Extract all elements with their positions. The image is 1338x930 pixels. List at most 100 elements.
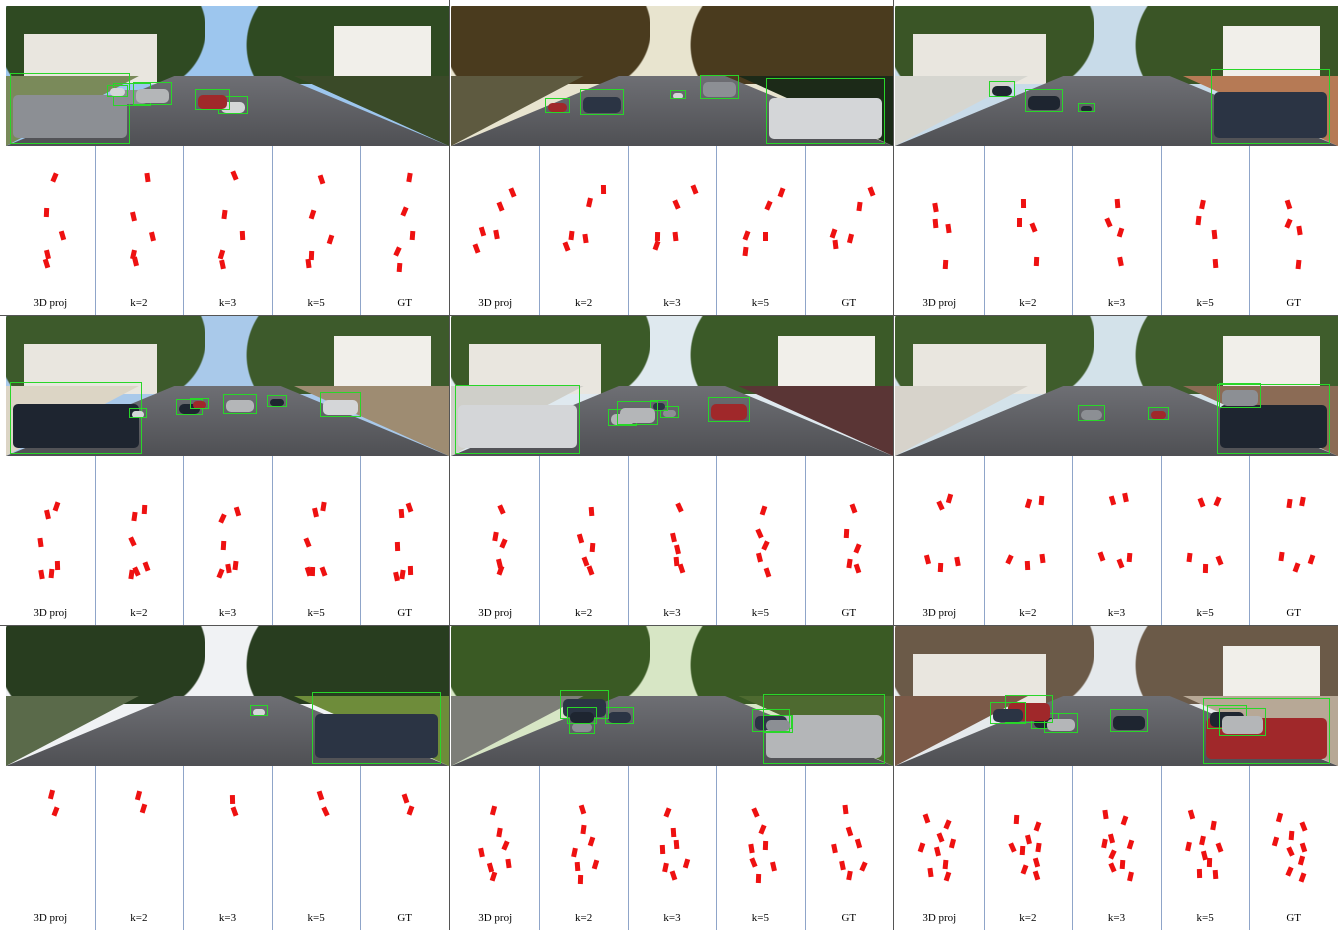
bev-car-marker xyxy=(42,258,50,269)
bev-car-marker xyxy=(682,858,691,869)
car xyxy=(136,88,169,103)
car xyxy=(109,88,125,97)
bev-car-marker xyxy=(577,533,585,544)
bev-car-marker xyxy=(1211,229,1218,239)
bev-car-marker xyxy=(763,567,772,578)
bev-car-marker xyxy=(917,841,926,853)
panel-separator xyxy=(804,766,806,930)
bev-car-marker xyxy=(220,540,227,551)
bev-car-marker xyxy=(216,567,225,579)
car xyxy=(570,711,594,723)
bev-car-marker xyxy=(750,807,760,818)
bev-car-marker xyxy=(1024,498,1032,509)
bev-car-marker xyxy=(867,186,876,197)
bev-car-marker xyxy=(496,827,503,838)
tree-line xyxy=(227,626,449,704)
car xyxy=(132,410,145,418)
panel-label: k=5 xyxy=(1196,912,1214,924)
panel-separator xyxy=(539,146,541,315)
bev-car-marker xyxy=(763,840,769,850)
bev-car-marker xyxy=(672,231,679,241)
bev-car-marker xyxy=(1127,839,1135,850)
bev-car-marker xyxy=(43,207,49,218)
bev-car-marker xyxy=(1275,812,1284,823)
bev-car-marker xyxy=(673,544,681,555)
panel-label: k=5 xyxy=(751,607,769,619)
bev-panels: 3D proj k=2 k=3 k=5 GT xyxy=(6,456,449,625)
panel-label: k=2 xyxy=(1019,912,1037,924)
bev-car-marker xyxy=(943,871,952,882)
detection-box xyxy=(106,84,128,98)
bev-car-marker xyxy=(742,230,751,241)
detection-box xyxy=(1203,698,1330,764)
building xyxy=(912,344,1046,394)
tree-line xyxy=(451,6,650,84)
car xyxy=(270,398,284,406)
bev-car-marker xyxy=(1020,845,1026,855)
detection-box xyxy=(10,73,130,144)
car xyxy=(192,401,206,409)
bev-car-marker xyxy=(923,554,932,565)
bev-car-marker xyxy=(308,209,317,220)
bev-car-marker xyxy=(1114,198,1121,209)
bev-car-marker xyxy=(128,569,135,579)
panel-label: GT xyxy=(841,607,857,619)
bev-car-marker xyxy=(749,857,759,868)
bev-car-marker xyxy=(1198,835,1206,845)
panel-separator xyxy=(1160,766,1162,930)
bev-car-marker xyxy=(670,532,677,543)
bev-car-marker xyxy=(219,259,226,269)
panel-label: GT xyxy=(397,297,413,309)
bev-car-marker xyxy=(844,529,850,539)
camera-image xyxy=(451,6,893,146)
bev-car-marker xyxy=(674,502,684,513)
panel-label: 3D proj xyxy=(33,297,68,309)
bev-car-marker xyxy=(141,504,147,514)
bev-car-marker xyxy=(1215,842,1224,853)
bev-car-marker xyxy=(1215,555,1224,566)
panel-separator xyxy=(804,146,806,315)
panel-label: 3D proj xyxy=(33,607,68,619)
bev-car-marker xyxy=(580,824,587,835)
panel-label: GT xyxy=(1286,297,1302,309)
bev-car-marker xyxy=(492,531,499,542)
bev-car-marker xyxy=(1038,496,1044,506)
example-7: 3D proj k=2 k=3 k=5 GT xyxy=(6,626,449,930)
panel-label: k=3 xyxy=(663,297,681,309)
bev-car-marker xyxy=(760,540,770,551)
bev-car-marker xyxy=(1295,225,1303,235)
panel-separator xyxy=(627,146,629,315)
bev-car-marker xyxy=(399,569,407,580)
bev-car-marker xyxy=(949,838,957,849)
bev-car-marker xyxy=(1299,821,1308,832)
camera-image xyxy=(6,626,449,766)
bev-car-marker xyxy=(859,861,868,872)
panel-separator xyxy=(183,146,185,315)
bev-car-marker xyxy=(326,234,335,245)
bev-car-marker xyxy=(1278,551,1285,562)
bev-car-marker xyxy=(1288,830,1295,840)
bev-car-marker xyxy=(1213,496,1222,507)
bev-car-marker xyxy=(239,230,245,241)
bev-car-marker xyxy=(922,813,931,824)
bev-car-marker xyxy=(144,172,151,183)
bev-car-marker xyxy=(1033,857,1041,868)
bev-car-marker xyxy=(1127,871,1135,881)
bev-car-marker xyxy=(217,513,227,524)
detection-box xyxy=(189,397,209,410)
bev-car-marker xyxy=(229,794,235,804)
bev-panels: 3D proj k=2 k=3 k=5 GT xyxy=(451,146,893,315)
bev-car-marker xyxy=(393,246,403,258)
car xyxy=(458,405,577,449)
car xyxy=(1047,718,1076,732)
bev-car-marker xyxy=(321,806,330,817)
detection-box xyxy=(455,384,580,454)
car xyxy=(252,708,266,716)
tree-line xyxy=(672,626,893,704)
panel-label: k=3 xyxy=(218,607,237,619)
detection-box xyxy=(133,81,172,105)
bev-car-marker xyxy=(764,200,773,211)
bev-car-marker xyxy=(472,243,481,254)
car xyxy=(993,708,1024,723)
bev-car-marker xyxy=(943,818,952,830)
